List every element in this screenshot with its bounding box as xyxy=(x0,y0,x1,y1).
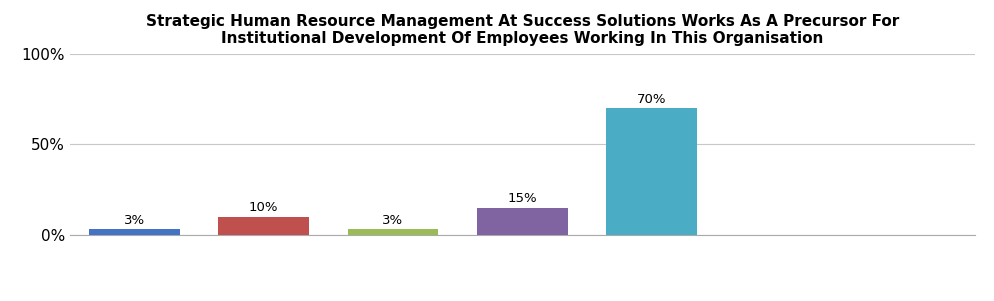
Bar xyxy=(605,108,696,235)
Text: 15%: 15% xyxy=(507,192,537,205)
Text: 3%: 3% xyxy=(382,214,404,227)
Text: 10%: 10% xyxy=(248,201,278,214)
Legend: Strongly disagree, Disagree, Neutral, Agree, Strongly agree: Strongly disagree, Disagree, Neutral, Ag… xyxy=(151,298,676,301)
Text: 70%: 70% xyxy=(636,93,666,106)
Bar xyxy=(477,208,567,235)
Title: Strategic Human Resource Management At Success Solutions Works As A Precursor Fo: Strategic Human Resource Management At S… xyxy=(145,14,899,46)
Text: 3%: 3% xyxy=(123,214,145,227)
Bar xyxy=(219,217,308,235)
Bar xyxy=(348,229,437,235)
Bar xyxy=(89,229,179,235)
